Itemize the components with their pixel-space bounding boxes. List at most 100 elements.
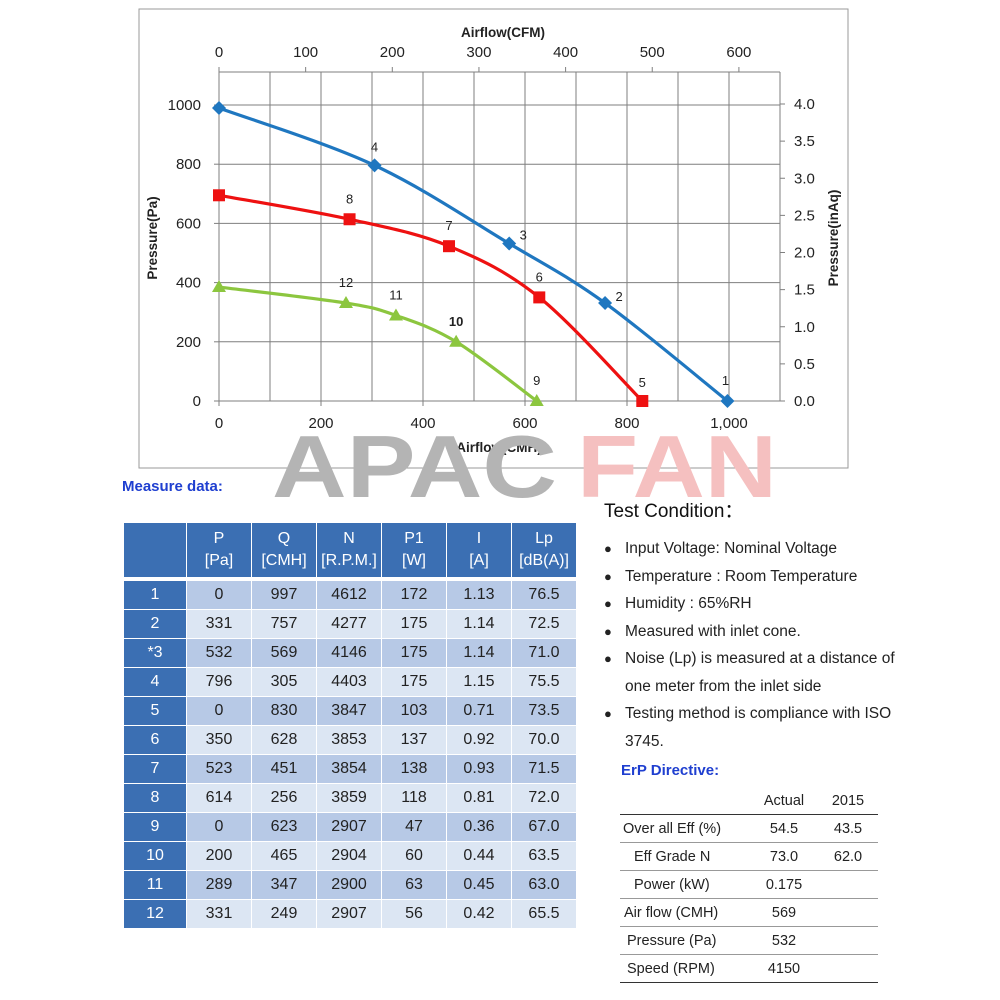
row-index-cell: 5 — [124, 696, 186, 725]
table-cell: 63.5 — [512, 841, 576, 870]
row-index-cell: 11 — [124, 870, 186, 899]
table-cell: 75.5 — [512, 667, 576, 696]
bullet-icon: ● — [604, 541, 612, 556]
table-cell: 4277 — [317, 609, 381, 638]
erp-table: Actual 2015 Over all Eff (%) 54.5 43.5 Eff … — [620, 787, 878, 983]
table-cell: 2904 — [317, 841, 381, 870]
table-cell: 0 — [187, 696, 251, 725]
top-axis-title: Airflow(CFM) — [461, 25, 545, 40]
table-cell: 65.5 — [512, 899, 576, 928]
point-label: 7 — [445, 218, 452, 233]
table-cell: 63 — [382, 870, 446, 899]
erp-cell: 54.5 — [750, 814, 818, 843]
table-cell: 1.15 — [447, 667, 511, 696]
table-cell: 4612 — [317, 580, 381, 609]
row-index-cell: 4 — [124, 667, 186, 696]
point-label: 4 — [371, 139, 378, 154]
test-condition-text: Input Voltage: Nominal Voltage — [625, 540, 837, 557]
table-cell: 249 — [252, 899, 316, 928]
table-cell: 175 — [382, 638, 446, 667]
table-cell: 3854 — [317, 754, 381, 783]
row-index-cell: 12 — [124, 899, 186, 928]
table-cell: 1.13 — [447, 580, 511, 609]
header-lp: Lp [dB(A)] — [512, 523, 576, 577]
data-point — [443, 240, 456, 253]
row-index-cell: 7 — [124, 754, 186, 783]
table-cell: 3853 — [317, 725, 381, 754]
erp-header-actual: Actual — [750, 787, 818, 815]
top-tick-label: 400 — [553, 44, 578, 61]
chart-frame — [138, 8, 849, 469]
erp-cell: Pressure (Pa) — [620, 926, 750, 955]
table-row: 12 331 249 2907 56 0.42 65.5 — [124, 899, 576, 928]
top-tick-label: 600 — [726, 44, 751, 61]
header-i: I [A] — [447, 523, 511, 577]
table-cell: 0.92 — [447, 725, 511, 754]
row-index-cell: 8 — [124, 783, 186, 812]
header-q: Q [CMH] — [252, 523, 316, 577]
point-label: 6 — [536, 269, 543, 284]
erp-cell: Eff Grade N — [620, 842, 750, 871]
test-condition-item: ● Noise (Lp) is measured at a distance of… — [604, 645, 914, 700]
table-cell: 2900 — [317, 870, 381, 899]
erp-cell: Power (kW) — [620, 870, 750, 899]
erp-row: Speed (RPM) 4150 — [620, 954, 878, 983]
table-cell: 71.5 — [512, 754, 576, 783]
row-index-cell: 6 — [124, 725, 186, 754]
header-n: N [R.P.M.] — [317, 523, 381, 577]
table-cell: 0 — [187, 812, 251, 841]
table-cell: 63.0 — [512, 870, 576, 899]
erp-cell: 4150 — [750, 954, 818, 983]
bottom-tick-label: 200 — [308, 415, 333, 432]
right-tick-label: 0.5 — [794, 356, 815, 373]
table-cell: 200 — [187, 841, 251, 870]
data-point — [213, 189, 225, 202]
table-cell: 997 — [252, 580, 316, 609]
bottom-tick-label: 0 — [215, 415, 223, 432]
data-point — [449, 334, 464, 347]
right-tick-label: 0.0 — [794, 393, 815, 410]
measure-header-row: P [Pa] Q [CMH] N [R.P.M.] P1 [W] I [A] Lp [dB(… — [124, 523, 576, 577]
data-point — [720, 394, 735, 408]
right-tick-label: 1.0 — [794, 319, 815, 336]
top-tick-label: 0 — [215, 44, 223, 61]
left-tick-label: 200 — [176, 334, 201, 351]
point-label: 12 — [339, 275, 353, 290]
point-label: 11 — [389, 287, 403, 302]
table-cell: 757 — [252, 609, 316, 638]
table-cell: 2907 — [317, 899, 381, 928]
table-cell: 569 — [252, 638, 316, 667]
bottom-tick-label: 600 — [512, 415, 537, 432]
table-row: 4 796 305 4403 175 1.15 75.5 — [124, 667, 576, 696]
right-tick-label: 3.0 — [794, 170, 815, 187]
table-row: 11 289 347 2900 63 0.45 63.0 — [124, 870, 576, 899]
table-row: 2 331 757 4277 175 1.14 72.5 — [124, 609, 576, 638]
table-cell: 305 — [252, 667, 316, 696]
top-tick-label: 300 — [466, 44, 491, 61]
header-index — [124, 523, 186, 577]
test-condition-text: Noise (Lp) is measured at a distance of … — [625, 650, 895, 695]
erp-row: Air flow (CMH) 569 — [620, 898, 878, 927]
erp-cell: 73.0 — [750, 842, 818, 871]
test-condition-text: Testing method is compliance with ISO 37… — [625, 705, 892, 750]
erp-row: Pressure (Pa) 532 — [620, 926, 878, 955]
data-point — [529, 394, 544, 406]
data-point — [212, 100, 226, 115]
test-condition-item: ● Input Voltage: Nominal Voltage — [604, 535, 914, 563]
table-cell: 347 — [252, 870, 316, 899]
erp-cell: 0.175 — [750, 870, 818, 899]
erp-cell — [818, 954, 878, 983]
bullet-icon: ● — [604, 651, 612, 666]
bottom-tick-label: 400 — [410, 415, 435, 432]
table-cell: 289 — [187, 870, 251, 899]
bottom-axis-title: Airflow(CMH) — [456, 440, 541, 455]
right-tick-label: 1.5 — [794, 282, 815, 299]
table-row: 10 200 465 2904 60 0.44 63.5 — [124, 841, 576, 870]
bottom-tick-label: 1,000 — [710, 415, 748, 432]
header-p: P [Pa] — [187, 523, 251, 577]
left-tick-label: 400 — [176, 275, 201, 292]
test-condition-text: Measured with inlet cone. — [625, 622, 801, 640]
table-cell: 796 — [187, 667, 251, 696]
left-tick-label: 1000 — [168, 97, 201, 114]
